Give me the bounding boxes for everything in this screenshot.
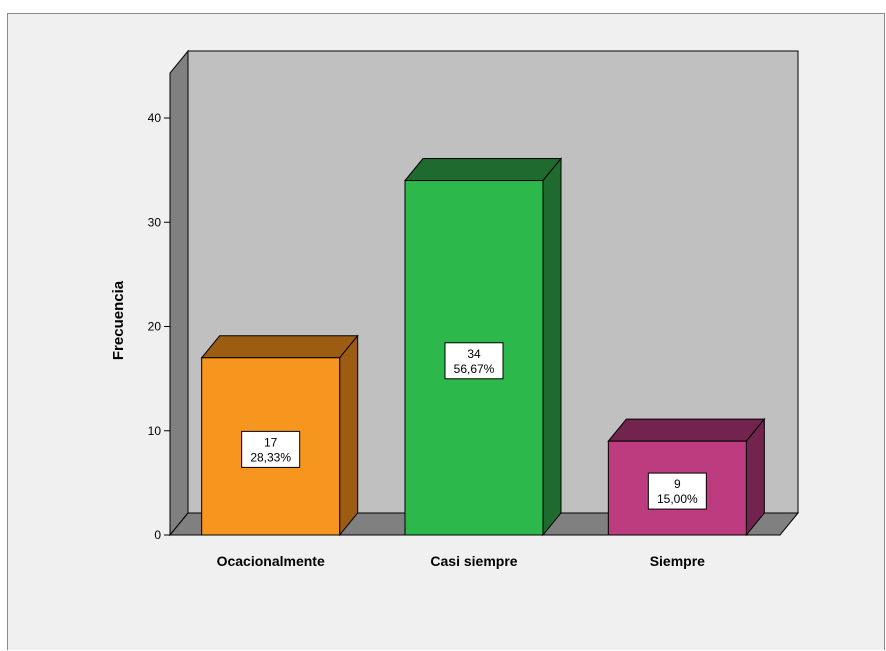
y-tick-label: 0 xyxy=(154,528,161,542)
chart-side-wall xyxy=(169,49,189,537)
bar-side-face xyxy=(542,157,562,537)
x-category-label: Siempre xyxy=(650,553,705,569)
data-label-percent: 56,67% xyxy=(454,362,495,376)
data-label-percent: 15,00% xyxy=(657,492,698,506)
x-category-label: Casi siempre xyxy=(430,553,517,569)
bar-top-face xyxy=(200,335,359,359)
bar-side-face xyxy=(339,334,359,537)
y-tick-label: 10 xyxy=(148,424,162,438)
y-axis-title: Frecuencia xyxy=(110,280,127,360)
data-label-count: 9 xyxy=(674,477,681,491)
x-category-label: Ocacionalmente xyxy=(217,553,325,569)
data-label-box xyxy=(647,472,707,510)
y-tick-label: 20 xyxy=(148,320,162,334)
y-tick-label: 30 xyxy=(148,215,162,229)
data-label-box xyxy=(444,342,504,380)
y-tick-label: 40 xyxy=(148,111,162,125)
bar-top-face xyxy=(403,158,563,182)
data-label-box xyxy=(241,430,301,468)
bar-top-face xyxy=(607,418,766,442)
data-label-count: 34 xyxy=(467,347,481,361)
data-label-count: 17 xyxy=(264,435,278,449)
data-label-percent: 28,33% xyxy=(250,450,291,464)
